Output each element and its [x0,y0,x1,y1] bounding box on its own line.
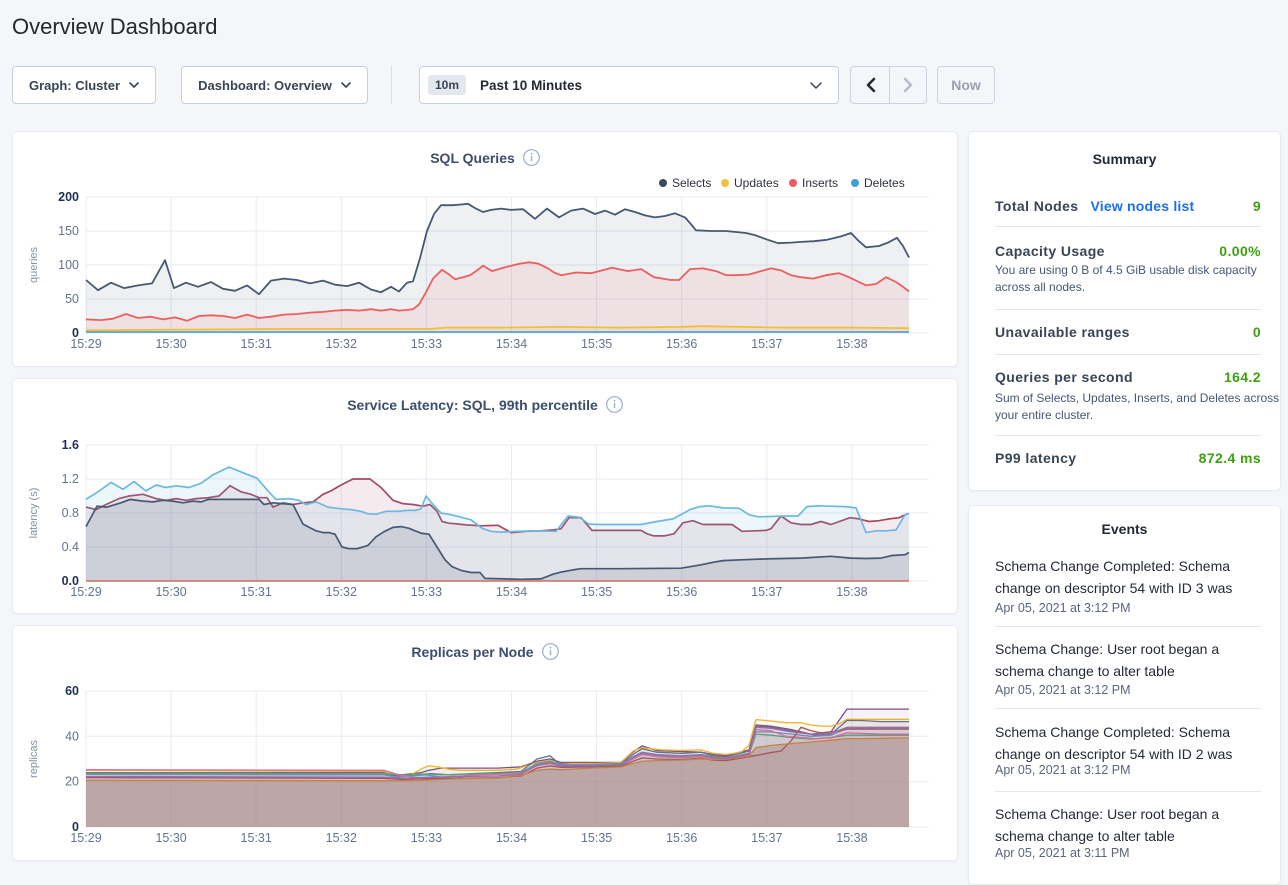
svg-text:15:30: 15:30 [155,585,186,599]
svg-text:40: 40 [65,729,79,743]
svg-text:15:35: 15:35 [581,831,612,845]
svg-text:15:29: 15:29 [70,831,101,845]
svg-text:15:34: 15:34 [496,337,527,351]
svg-text:15:30: 15:30 [155,831,186,845]
svg-text:15:38: 15:38 [836,831,867,845]
svg-text:15:32: 15:32 [326,831,357,845]
svg-text:15:37: 15:37 [751,337,782,351]
svg-text:15:37: 15:37 [751,585,782,599]
svg-text:15:33: 15:33 [411,585,442,599]
svg-text:20: 20 [65,775,79,789]
svg-text:15:33: 15:33 [411,831,442,845]
svg-text:15:38: 15:38 [836,337,867,351]
svg-text:60: 60 [65,684,79,698]
svg-text:Deletes: Deletes [864,176,905,190]
svg-text:50: 50 [65,292,79,306]
svg-text:15:31: 15:31 [241,585,272,599]
svg-text:Selects: Selects [672,176,711,190]
svg-text:0.4: 0.4 [62,540,79,554]
svg-text:150: 150 [58,224,79,238]
svg-text:15:30: 15:30 [155,337,186,351]
svg-text:15:29: 15:29 [70,585,101,599]
svg-text:0: 0 [72,326,79,340]
svg-text:queries: queries [28,246,40,283]
svg-text:15:36: 15:36 [666,337,697,351]
svg-text:Updates: Updates [734,176,779,190]
svg-text:1.6: 1.6 [62,438,79,452]
svg-text:15:32: 15:32 [326,585,357,599]
svg-text:15:32: 15:32 [326,337,357,351]
svg-text:15:33: 15:33 [411,337,442,351]
svg-text:0.8: 0.8 [62,506,79,520]
svg-text:15:29: 15:29 [70,337,101,351]
svg-text:15:34: 15:34 [496,831,527,845]
svg-text:15:38: 15:38 [836,585,867,599]
svg-text:replicas: replicas [28,740,40,778]
svg-text:200: 200 [58,190,79,204]
svg-text:100: 100 [58,258,79,272]
svg-text:latency (s): latency (s) [28,488,40,539]
svg-text:15:35: 15:35 [581,585,612,599]
svg-text:15:34: 15:34 [496,585,527,599]
svg-text:1.2: 1.2 [62,472,79,486]
svg-text:15:31: 15:31 [241,337,272,351]
svg-text:0: 0 [72,820,79,834]
svg-text:15:37: 15:37 [751,831,782,845]
svg-text:Inserts: Inserts [802,176,838,190]
svg-text:0.0: 0.0 [62,574,79,588]
svg-text:15:36: 15:36 [666,585,697,599]
svg-text:15:36: 15:36 [666,831,697,845]
svg-text:15:35: 15:35 [581,337,612,351]
svg-text:15:31: 15:31 [241,831,272,845]
